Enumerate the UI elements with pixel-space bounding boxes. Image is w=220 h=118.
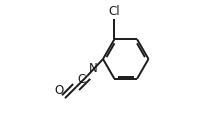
Text: O: O xyxy=(54,84,64,97)
Text: C: C xyxy=(77,73,86,86)
Text: N: N xyxy=(89,61,97,74)
Text: Cl: Cl xyxy=(108,5,120,18)
